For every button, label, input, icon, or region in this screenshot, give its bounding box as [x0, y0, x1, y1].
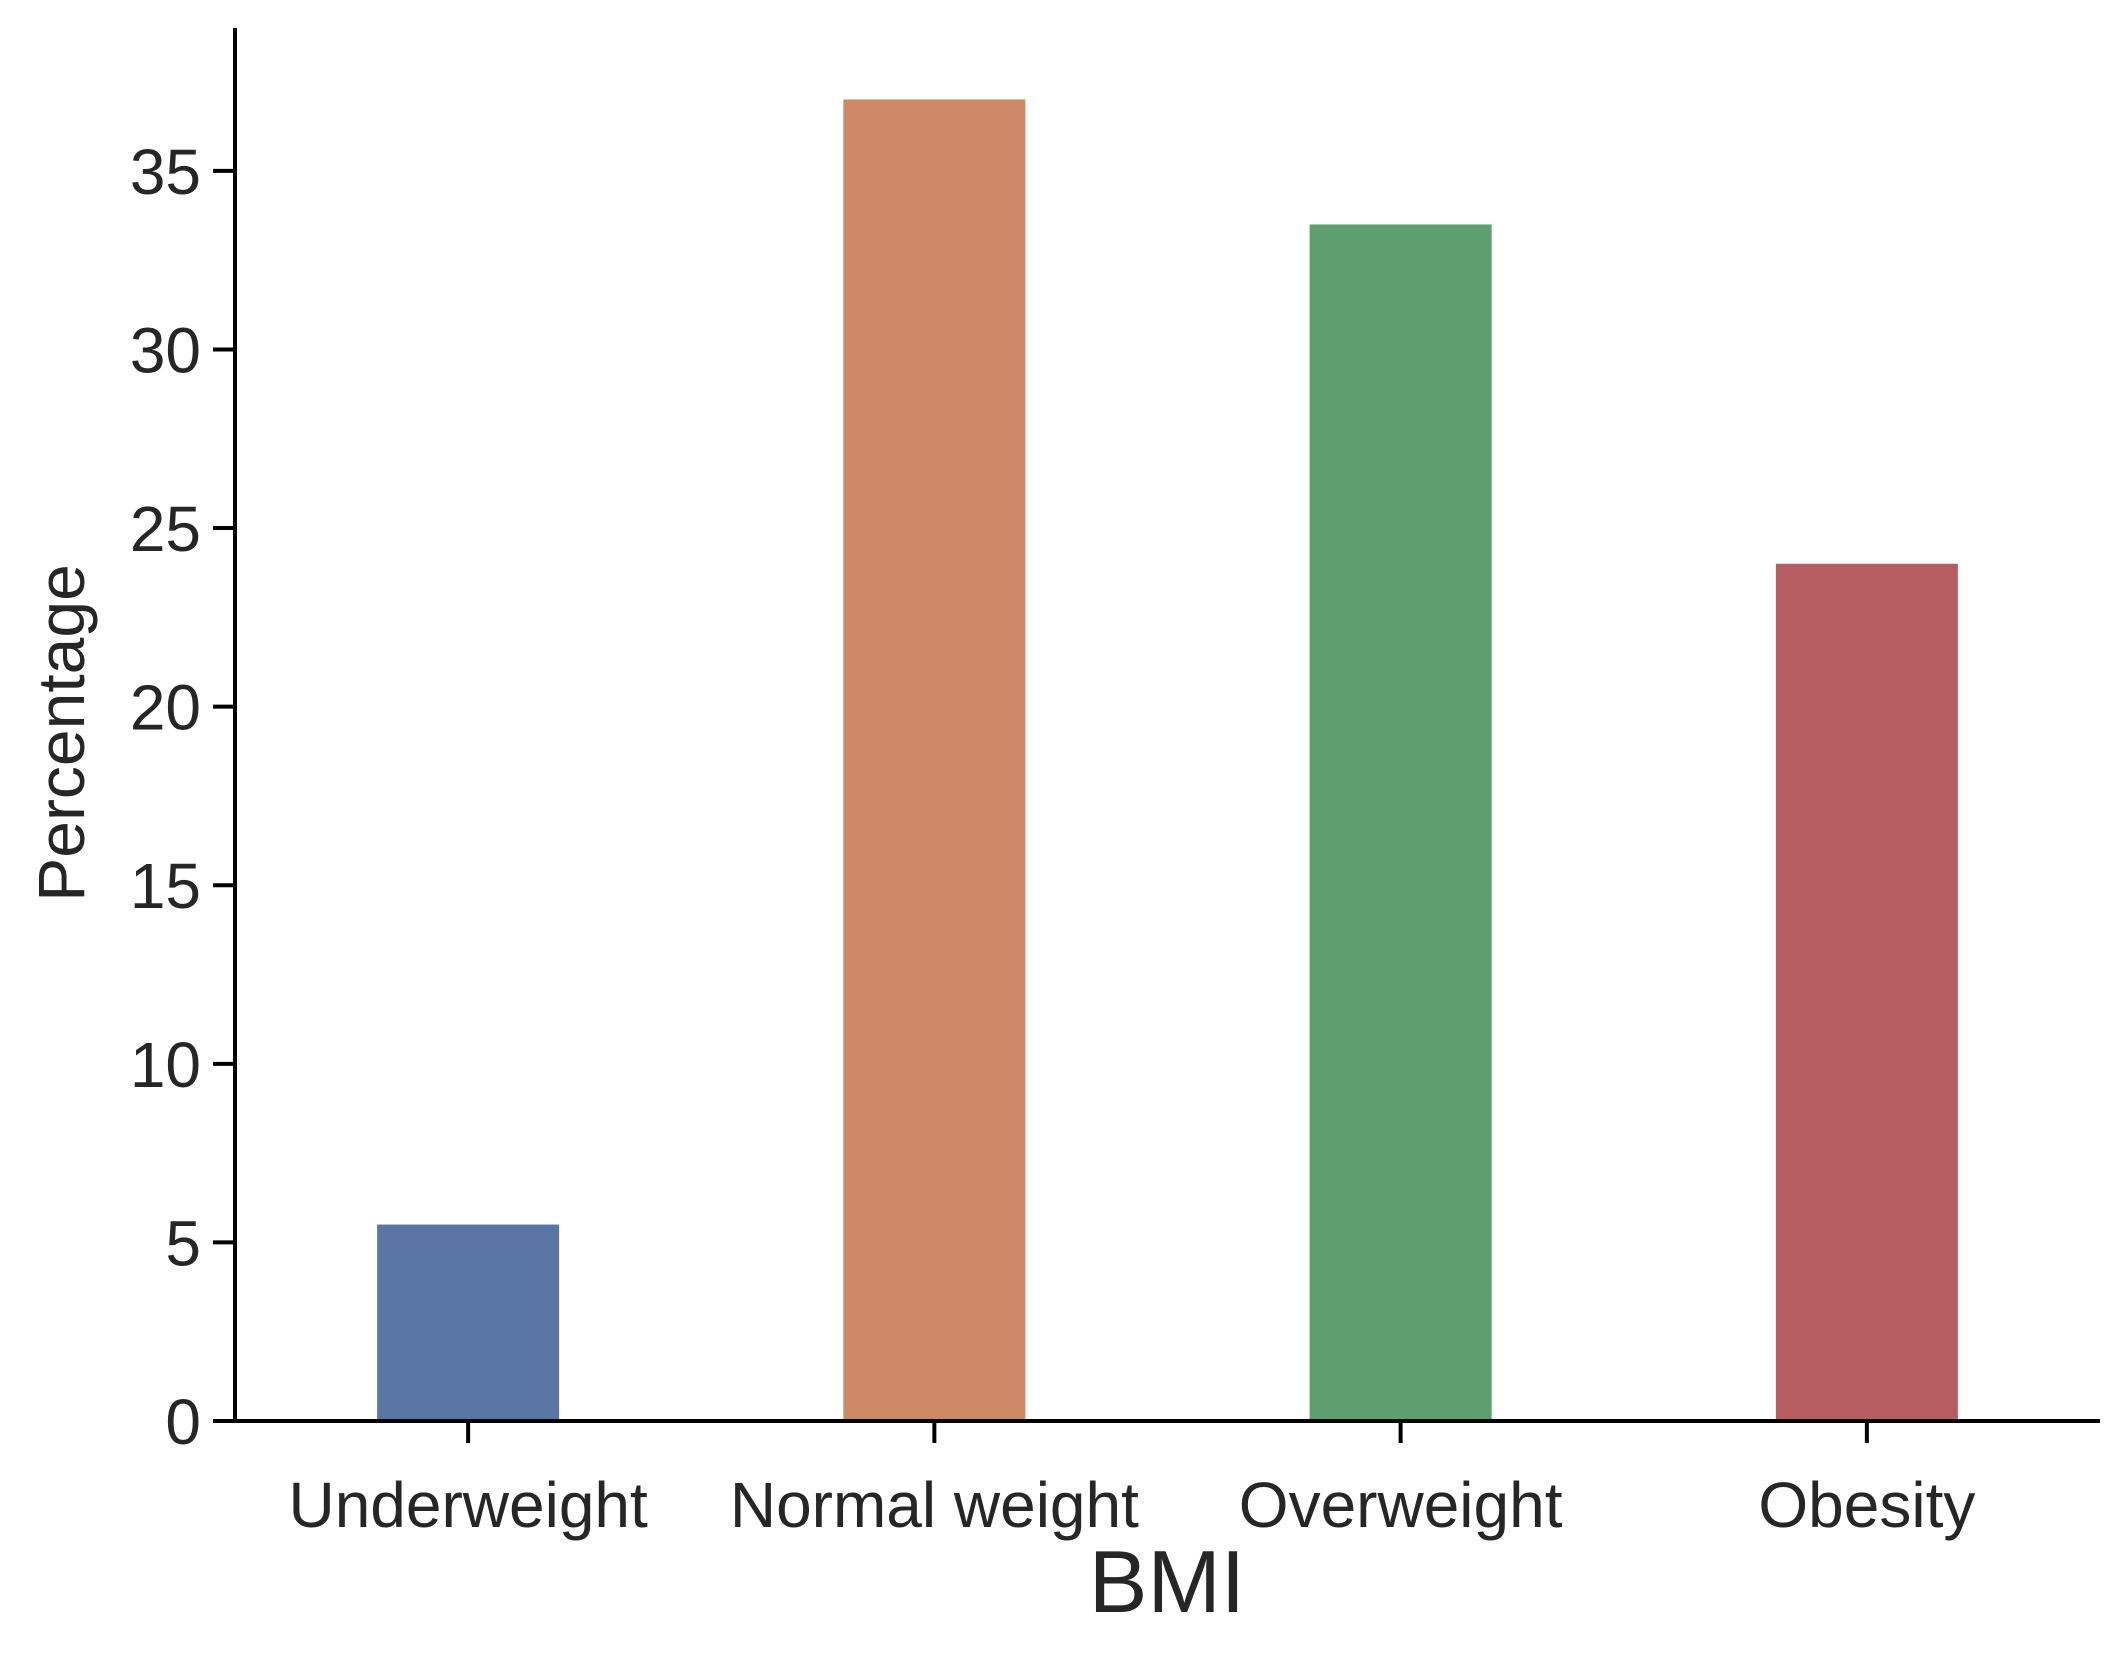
y-tick-label: 35: [130, 136, 201, 208]
y-tick-label: 5: [165, 1207, 201, 1279]
y-tick-label: 20: [130, 672, 201, 744]
bars-layer: [377, 99, 1958, 1421]
bar-underweight: [377, 1224, 560, 1421]
x-tick-label: Normal weight: [730, 1469, 1139, 1541]
y-axis-title: Percentage: [24, 564, 98, 902]
bar-overweight: [1309, 224, 1492, 1421]
x-tick-label: Underweight: [288, 1469, 648, 1541]
x-axis-title: BMI: [1089, 1532, 1245, 1631]
bar-normal-weight: [843, 99, 1026, 1421]
y-tick-label: 10: [130, 1029, 201, 1101]
bar-obesity: [1775, 563, 1958, 1421]
y-tick-label: 25: [130, 493, 201, 565]
y-tick-label: 0: [165, 1386, 201, 1458]
x-tick-label: Obesity: [1758, 1469, 1975, 1541]
x-tick-label: Overweight: [1239, 1469, 1563, 1541]
x-ticks: Underweight Normal weight Overweight Obesit…: [288, 1421, 1975, 1541]
y-ticks: 0 5 10 15 20 25 30 35: [130, 136, 235, 1458]
y-tick-label: 30: [130, 314, 201, 386]
axes-layer: [233, 28, 2100, 1423]
y-tick-label: 15: [130, 850, 201, 922]
